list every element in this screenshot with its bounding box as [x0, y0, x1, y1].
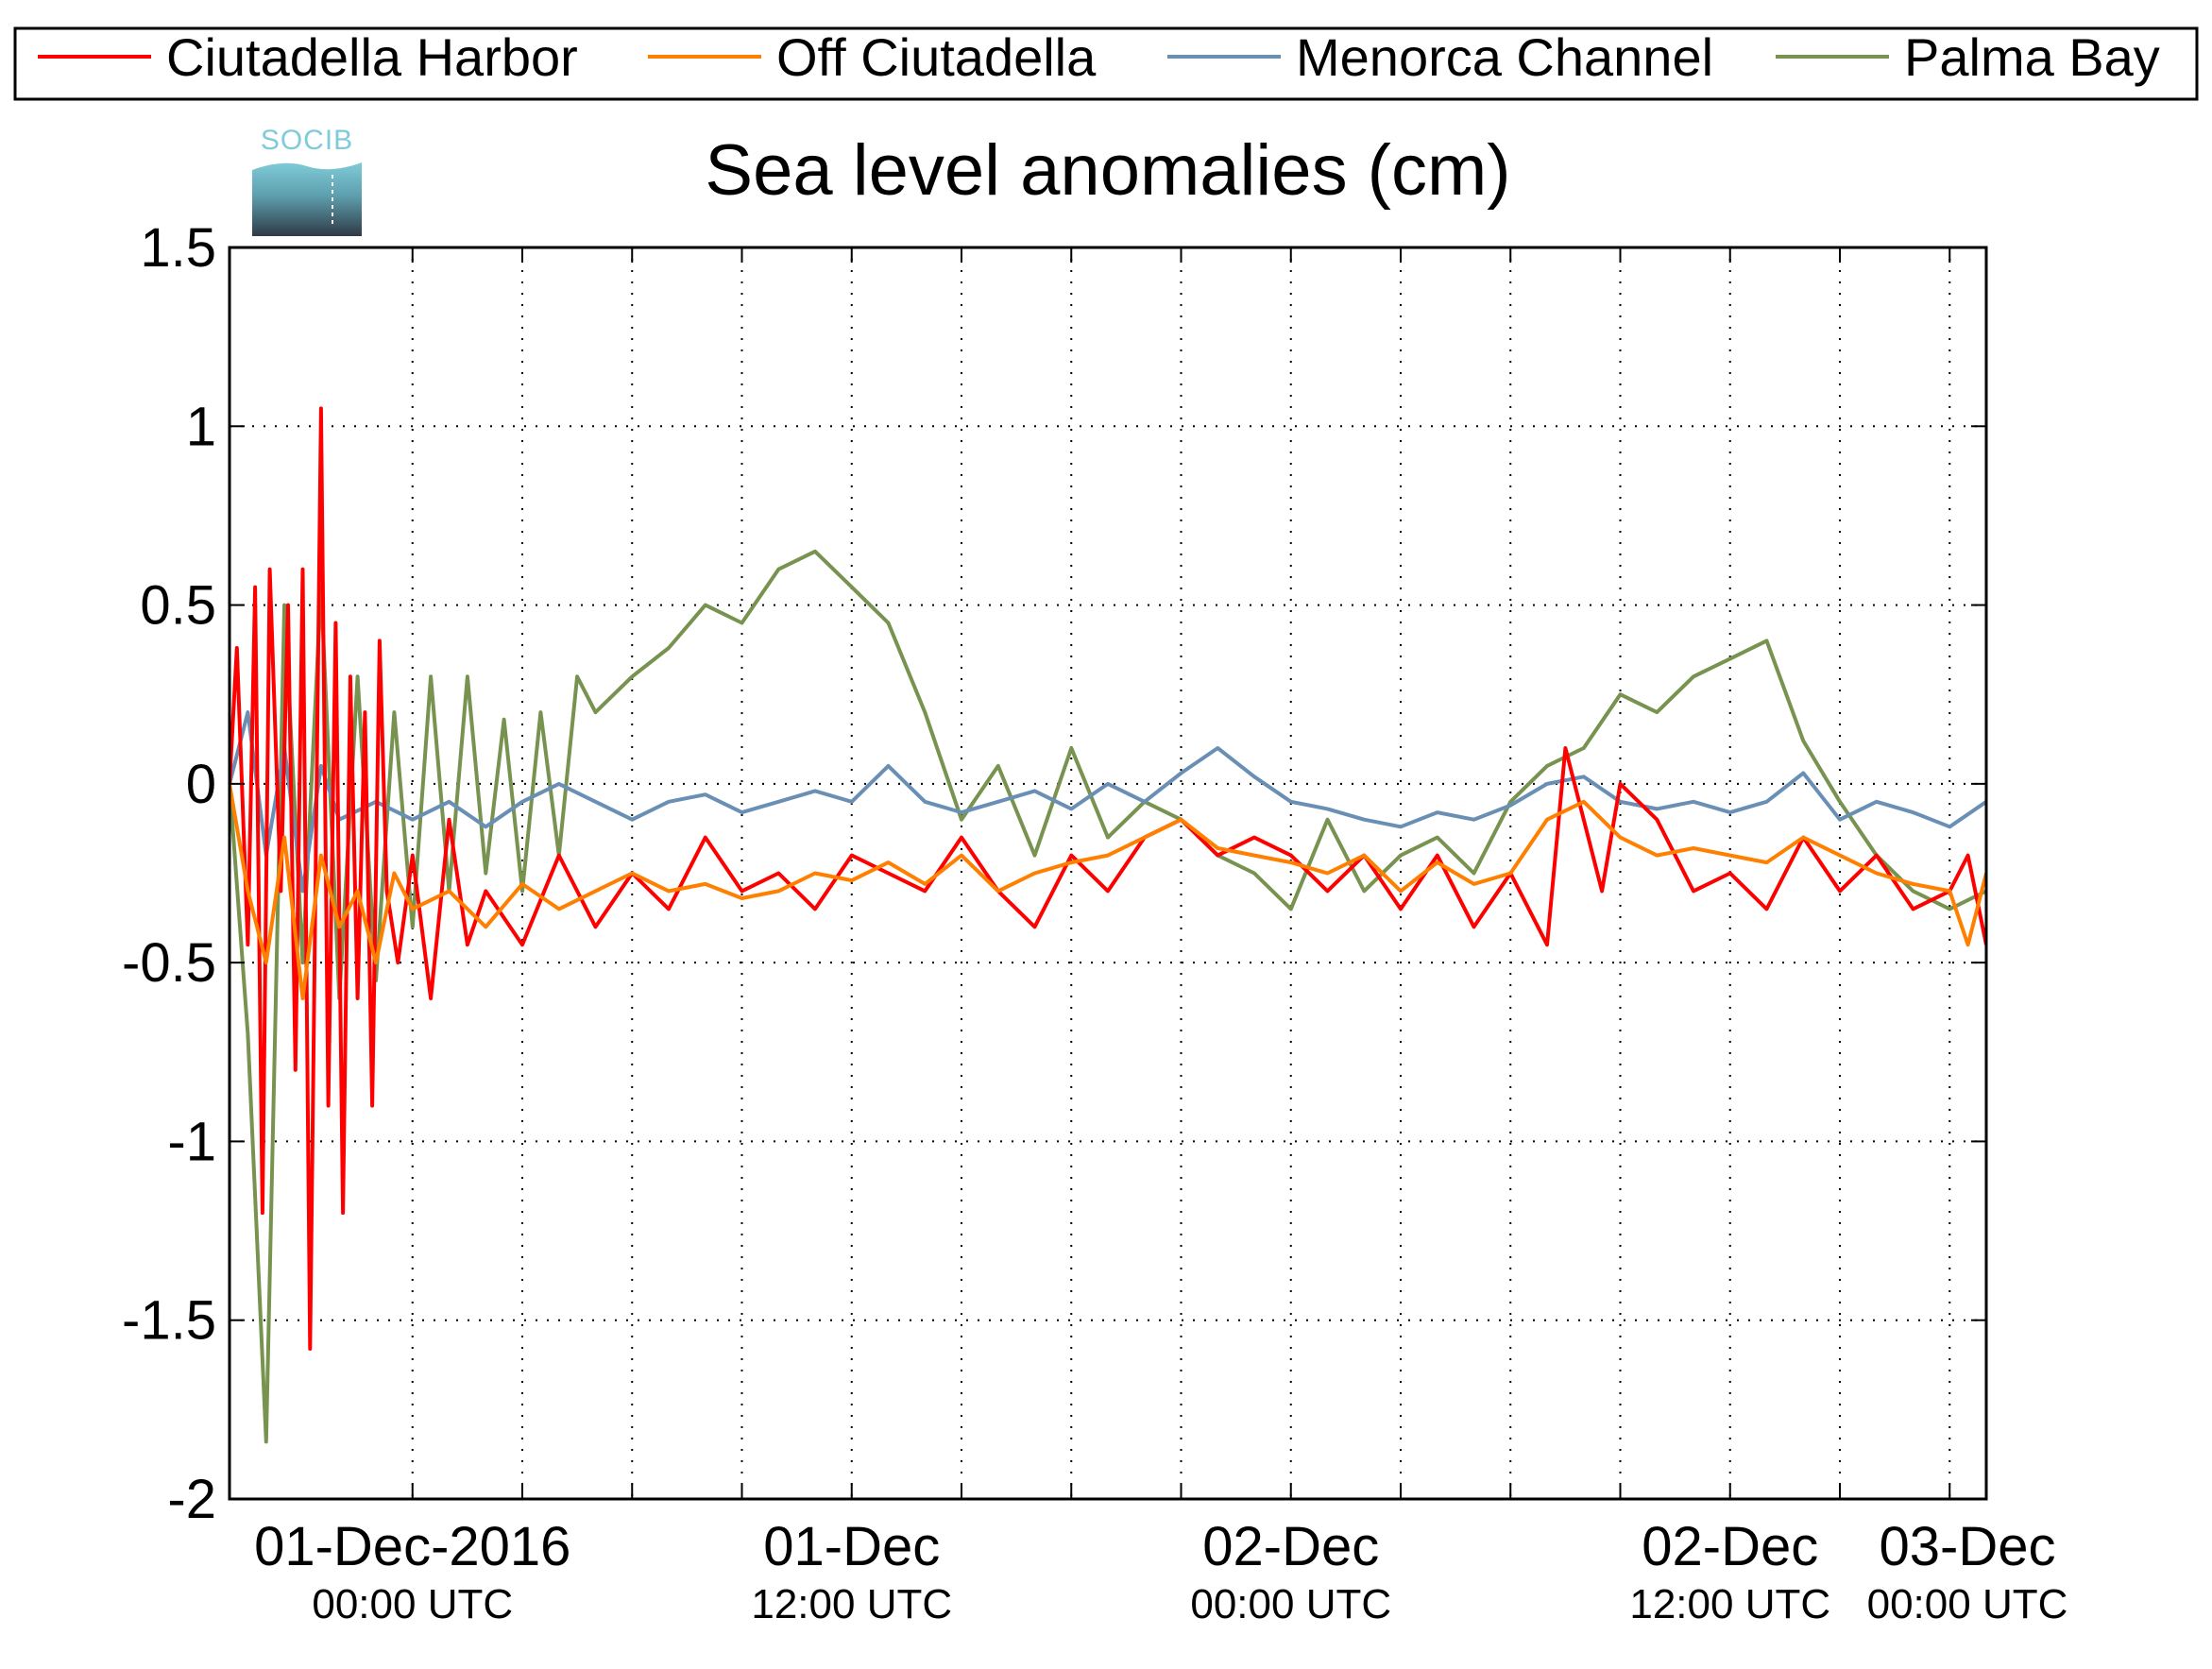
y-tick-label: 0.5: [140, 575, 216, 637]
y-tick-label: -0.5: [122, 932, 216, 994]
legend-label: Ciutadella Harbor: [166, 27, 578, 87]
legend-label: Menorca Channel: [1296, 27, 1713, 87]
logo-text: SOCIB: [261, 125, 353, 156]
x-tick-date-label: 01-Dec-2016: [254, 1516, 570, 1577]
logo-wave-block: [252, 162, 362, 236]
legend-label: Off Ciutadella: [776, 27, 1097, 87]
x-tick-time-label: 00:00 UTC: [312, 1581, 513, 1627]
y-tick-label: 1.5: [140, 217, 216, 279]
legend-label: Palma Bay: [1904, 27, 2160, 87]
series-group: [230, 406, 1986, 1444]
x-tick-time-label: 00:00 UTC: [1867, 1581, 2068, 1627]
y-tick-label: -1.5: [122, 1290, 216, 1352]
series-line-off-ciutadella: [230, 783, 1986, 1000]
plot-frame: [228, 246, 1988, 1501]
x-tick-date-label: 01-Dec: [763, 1516, 940, 1577]
socib-logo: SOCIB: [252, 125, 362, 236]
y-tick-label: -1: [167, 1111, 216, 1172]
legend: Ciutadella Harbor Off Ciutadella Menorca C…: [13, 26, 2199, 101]
y-tick-label: 0: [186, 754, 216, 815]
y-tick-label: 1: [186, 396, 216, 457]
legend-box: [13, 26, 2199, 101]
series-line-palma-bay: [230, 549, 1986, 1444]
x-tick-date-label: 03-Dec: [1880, 1516, 2056, 1577]
x-tick-time-label: 12:00 UTC: [751, 1581, 952, 1627]
grid: [230, 247, 1986, 1499]
series-line-menorca-channel: [230, 710, 1986, 894]
x-tick-time-label: 12:00 UTC: [1629, 1581, 1830, 1627]
y-tick-label: -2: [167, 1469, 216, 1530]
chart-title: Sea level anomalies (cm): [705, 130, 1510, 211]
x-tick-time-label: 00:00 UTC: [1190, 1581, 1391, 1627]
x-tick-date-label: 02-Dec: [1642, 1516, 1818, 1577]
logo-wave-crest: [252, 151, 362, 170]
x-tick-date-label: 02-Dec: [1202, 1516, 1379, 1577]
